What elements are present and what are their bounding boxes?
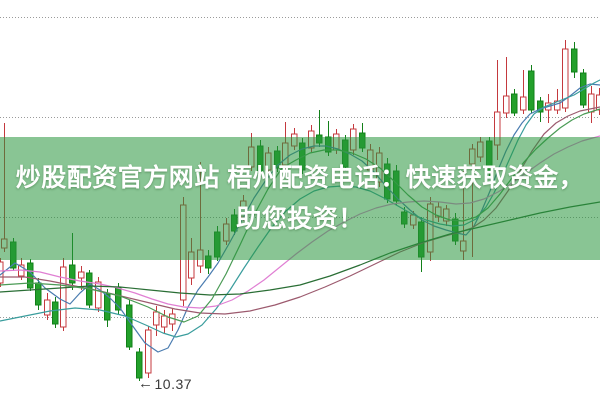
candle-up [78, 271, 85, 279]
candle-down [69, 264, 76, 284]
low-price-value: 10.37 [154, 375, 193, 392]
candle-up [554, 100, 561, 111]
arrow-left-icon: ← [138, 375, 154, 392]
candle-up [145, 329, 152, 374]
candle-up [153, 311, 160, 326]
candle-up [161, 315, 168, 328]
candle-down [126, 304, 133, 348]
candle-down [537, 100, 544, 113]
candle-up [60, 266, 67, 328]
candle-down [136, 351, 143, 379]
promo-text-line2: 助您投资！ [236, 204, 364, 233]
candle-up [95, 281, 102, 309]
candle-down [35, 282, 42, 306]
candle-down [52, 301, 59, 325]
promo-banner: 炒股配资官方网站 梧州配资电话：快速获取资金， 助您投资！ [0, 137, 600, 260]
candle-up [596, 94, 600, 111]
low-price-annotation: ← 10.37 [138, 375, 192, 392]
candle-down [528, 70, 535, 111]
candle-down [104, 293, 111, 321]
candle-up [562, 48, 569, 109]
candle-down [511, 93, 518, 114]
candle-down [571, 48, 578, 73]
candle-down [27, 262, 34, 289]
candle-up [520, 96, 527, 111]
candle-up [503, 95, 510, 114]
promo-text-line1: 炒股配资官方网站 梧州配资电话：快速获取资金， [15, 163, 585, 192]
candle-up [44, 299, 51, 316]
